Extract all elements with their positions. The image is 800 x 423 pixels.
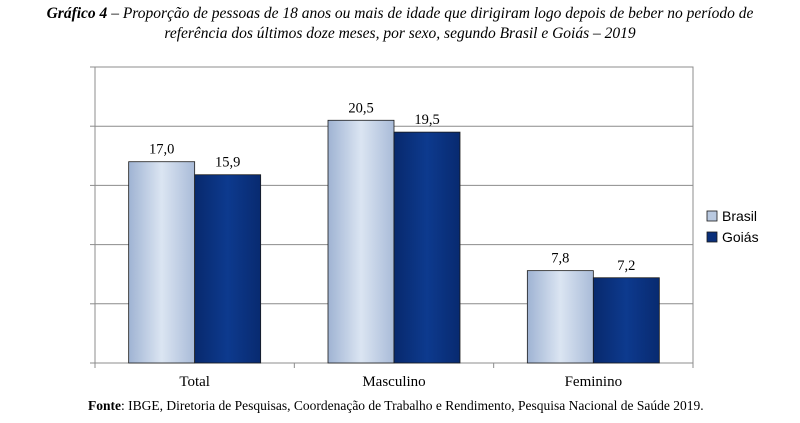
legend-swatch xyxy=(706,231,718,243)
data-label: 7,2 xyxy=(617,258,635,274)
x-tick-label: Total xyxy=(179,374,210,390)
data-label: 7,8 xyxy=(551,251,569,267)
bar-brasil-masculino xyxy=(327,119,395,364)
bar-gois-masculino xyxy=(393,131,461,364)
data-label: 17,0 xyxy=(149,142,174,158)
data-label: 15,9 xyxy=(215,155,240,171)
source-note: Fonte: IBGE, Diretoria de Pesquisas, Coo… xyxy=(88,398,704,414)
source-label: Fonte xyxy=(88,398,121,413)
legend-label: Goiás xyxy=(722,229,759,245)
data-label: 20,5 xyxy=(348,100,373,116)
source-text: : IBGE, Diretoria de Pesquisas, Coordena… xyxy=(121,398,704,413)
x-tick-label: Feminino xyxy=(565,374,623,390)
data-label: 19,5 xyxy=(414,112,439,128)
bar-brasil-total xyxy=(128,161,196,364)
chart-title-line1: – Proporção de pessoas de 18 anos ou mai… xyxy=(107,5,754,22)
chart-title: Gráfico 4 – Proporção de pessoas de 18 a… xyxy=(0,4,800,44)
x-tick-label: Masculino xyxy=(362,374,425,390)
chart-title-line2: referência dos últimos doze meses, por s… xyxy=(164,25,636,42)
bar-gois-total xyxy=(194,174,262,364)
bar-gois-feminino xyxy=(592,277,660,364)
legend-label: Brasil xyxy=(722,208,757,224)
bar-brasil-feminino xyxy=(526,270,594,364)
legend-swatch xyxy=(706,210,718,222)
chart-title-prefix: Gráfico 4 xyxy=(46,5,108,22)
